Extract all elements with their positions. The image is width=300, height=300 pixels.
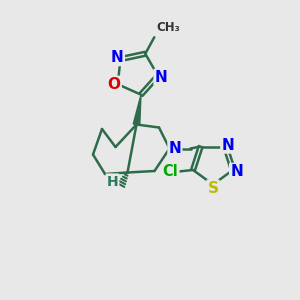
Text: N: N — [154, 70, 167, 85]
Text: N: N — [169, 141, 181, 156]
Text: O: O — [108, 77, 121, 92]
Text: N: N — [221, 137, 234, 152]
Text: N: N — [111, 50, 124, 65]
Text: Cl: Cl — [163, 164, 178, 179]
Text: S: S — [208, 181, 218, 196]
Text: CH₃: CH₃ — [157, 21, 180, 34]
Text: H: H — [107, 175, 118, 188]
Text: N: N — [230, 164, 243, 179]
Polygon shape — [133, 94, 141, 125]
